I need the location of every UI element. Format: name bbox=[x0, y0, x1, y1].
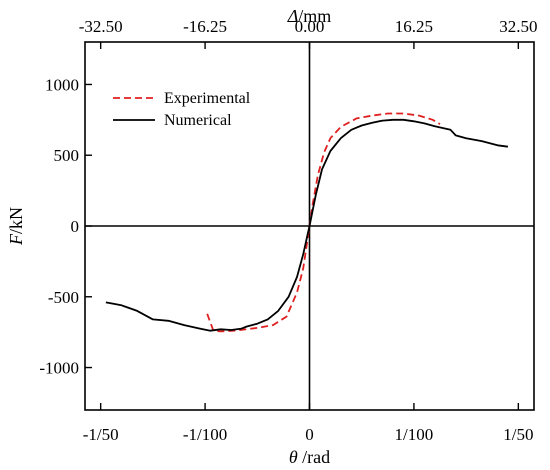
series-lines bbox=[105, 112, 509, 333]
x-tick-label: -1/50 bbox=[83, 425, 119, 444]
series-line-experimental bbox=[206, 112, 441, 333]
y-tick-label: 0 bbox=[71, 217, 80, 236]
x2-axis-title: Δ/mm bbox=[287, 6, 332, 26]
x2-tick-label: 16.25 bbox=[395, 17, 433, 36]
legend-label: Experimental bbox=[164, 90, 251, 107]
x-tick-label: 0 bbox=[305, 425, 314, 444]
y-tick-label: 500 bbox=[54, 146, 80, 165]
axis-ticks: -1/50 -1/100 0 1/100 1/50 -32.50 -16.25 0.00 16.… bbox=[39, 17, 537, 444]
y-axis-title: F/kN bbox=[6, 207, 26, 246]
x2-tick-label: -32.50 bbox=[79, 17, 123, 36]
x-axis-title: θ /rad bbox=[289, 447, 330, 467]
x-tick-label: 1/50 bbox=[503, 425, 533, 444]
legend: Experimental Numerical bbox=[113, 90, 251, 129]
legend-label: Numerical bbox=[164, 112, 232, 129]
x2-tick-label: -16.25 bbox=[183, 17, 227, 36]
y-tick-label: -500 bbox=[48, 288, 79, 307]
x2-tick-label: 0.00 bbox=[295, 17, 325, 36]
y-tick-label: -1000 bbox=[39, 359, 79, 378]
x-tick-label: -1/100 bbox=[183, 425, 227, 444]
x2-tick-label: 32.50 bbox=[499, 17, 537, 36]
series-line-numerical bbox=[105, 118, 509, 332]
x-tick-label: 1/100 bbox=[395, 425, 434, 444]
y-tick-label: 1000 bbox=[45, 75, 79, 94]
